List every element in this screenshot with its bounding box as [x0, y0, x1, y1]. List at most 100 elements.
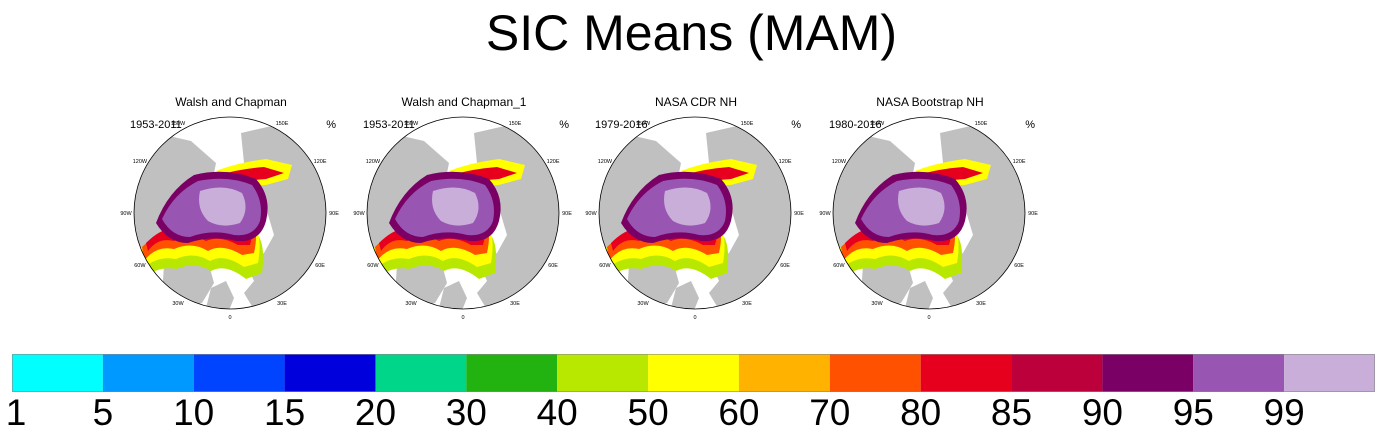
longitude-label: 30E: [742, 301, 752, 307]
panel-period: 1953-2011: [363, 119, 415, 131]
longitude-label: 30E: [976, 301, 986, 307]
longitude-label: 0: [461, 315, 464, 321]
colorbar-segment: [284, 354, 376, 392]
colorbar-segment: [102, 354, 194, 392]
longitude-label: 60E: [1014, 263, 1024, 269]
colorbar-label: 70: [809, 392, 851, 433]
longitude-label: 120W: [832, 159, 847, 165]
colorbar-label: 85: [990, 392, 1033, 433]
colorbar-label: 80: [900, 392, 942, 433]
longitude-label: 150E: [975, 121, 988, 127]
longitude-label: 90W: [120, 211, 132, 217]
ice-pole-full: [898, 187, 945, 226]
colorbar-label: 20: [354, 392, 397, 433]
map-border: [598, 116, 792, 310]
colorbar-segment: [1284, 354, 1375, 392]
main-title: SIC Means (MAM): [485, 5, 898, 61]
longitude-label: 30W: [871, 301, 883, 307]
colorbar-label: 60: [718, 392, 760, 433]
panel-period: 1953-2011: [130, 119, 182, 131]
land-scandinavia: [206, 281, 234, 309]
colorbar-segment: [920, 354, 1012, 392]
map-panel: Walsh and Chapman_11953-2011%180150W150E…: [349, 95, 579, 330]
longitude-label: 150E: [276, 121, 289, 127]
panel-units: %: [326, 119, 336, 131]
longitude-label: 150E: [509, 121, 522, 127]
ice-pole-full: [432, 187, 479, 226]
longitude-label: 30W: [405, 301, 417, 307]
panel-period: 1979-2016: [595, 119, 648, 131]
panel-units: %: [559, 119, 569, 131]
panel-period: 1980-2016: [829, 119, 882, 131]
longitude-label: 150W: [870, 121, 885, 127]
longitude-label: 60W: [367, 263, 379, 269]
colorbar-segment: [12, 354, 103, 392]
polar-map: 180150W150E120W120E90W90E60W60E30W30E0: [585, 116, 804, 321]
longitude-label: 120E: [1013, 159, 1026, 165]
colorbar-segment: [829, 354, 921, 392]
longitude-label: 30W: [637, 301, 649, 307]
colorbar-segment: [193, 354, 285, 392]
longitude-label: 60E: [780, 263, 790, 269]
colorbar-segment: [1193, 354, 1285, 392]
land-scandinavia: [671, 281, 699, 309]
longitude-label: 30W: [172, 301, 184, 307]
colorbar: [12, 354, 1375, 392]
longitude-label: 60W: [134, 263, 146, 269]
colorbar-label: 30: [445, 392, 487, 433]
colorbar-label: 40: [536, 392, 578, 433]
longitude-label: 60W: [833, 263, 845, 269]
colorbar-label: 95: [1172, 392, 1214, 433]
colorbar-outline: [12, 354, 1375, 392]
panel-title: Walsh and Chapman_1: [401, 95, 527, 109]
colorbar-label: 99: [1263, 392, 1305, 433]
longitude-label: 30E: [277, 301, 287, 307]
longitude-label: 150W: [636, 121, 651, 127]
colorbar-label: 5: [92, 392, 114, 433]
longitude-label: 60W: [599, 263, 611, 269]
longitude-label: 120E: [779, 159, 792, 165]
longitude-label: 90W: [353, 211, 365, 217]
longitude-label: 90E: [562, 211, 572, 217]
longitude-label: 90E: [1028, 211, 1038, 217]
colorbar-segment: [375, 354, 467, 392]
longitude-label: 0: [693, 315, 696, 321]
colorbar-label: 1: [5, 392, 27, 433]
colorbar-segment: [738, 354, 830, 392]
map-panel: NASA Bootstrap NH1980-2016%180150W150E12…: [815, 95, 1045, 330]
colorbar-label: 15: [264, 392, 306, 433]
longitude-label: 150E: [741, 121, 754, 127]
polar-map: 180150W150E120W120E90W90E60W60E30W30E0: [819, 116, 1038, 321]
longitude-label: 0: [228, 315, 231, 321]
longitude-label: 60E: [548, 263, 558, 269]
longitude-label: 90W: [585, 211, 597, 217]
longitude-label: 30E: [510, 301, 520, 307]
colorbar-segment: [466, 354, 558, 392]
colorbar-labels: 1 5 10 15 20 30 40 50 60 70 80 85 90 95 99: [0, 392, 1383, 438]
panel-units: %: [791, 119, 801, 131]
longitude-label: 150W: [171, 121, 186, 127]
longitude-label: 150W: [404, 121, 419, 127]
longitude-label: 120W: [598, 159, 613, 165]
colorbar-segment: [1102, 354, 1194, 392]
land-scandinavia: [439, 281, 467, 309]
panel-title: Walsh and Chapman: [175, 95, 287, 109]
panel-title: NASA Bootstrap NH: [876, 95, 984, 109]
longitude-label: 60E: [315, 263, 325, 269]
panel-units: %: [1025, 119, 1035, 131]
longitude-label: 120W: [366, 159, 381, 165]
longitude-label: 120W: [133, 159, 148, 165]
colorbar-label: 50: [627, 392, 669, 433]
ice-pole-full: [664, 187, 711, 226]
longitude-label: 90E: [329, 211, 339, 217]
longitude-label: 120E: [547, 159, 560, 165]
longitude-label: 90E: [794, 211, 804, 217]
map-border: [133, 116, 327, 310]
map-panel: Walsh and Chapman1953-2011%180150W150E12…: [116, 95, 346, 330]
polar-map: 180150W150E120W120E90W90E60W60E30W30E0: [353, 116, 572, 321]
colorbar-label: 10: [173, 392, 215, 433]
longitude-label: 0: [927, 315, 930, 321]
colorbar-segment: [1011, 354, 1103, 392]
land-scandinavia: [905, 281, 933, 309]
map-panel: NASA CDR NH1979-2016%180150W150E120W120E…: [581, 95, 811, 330]
